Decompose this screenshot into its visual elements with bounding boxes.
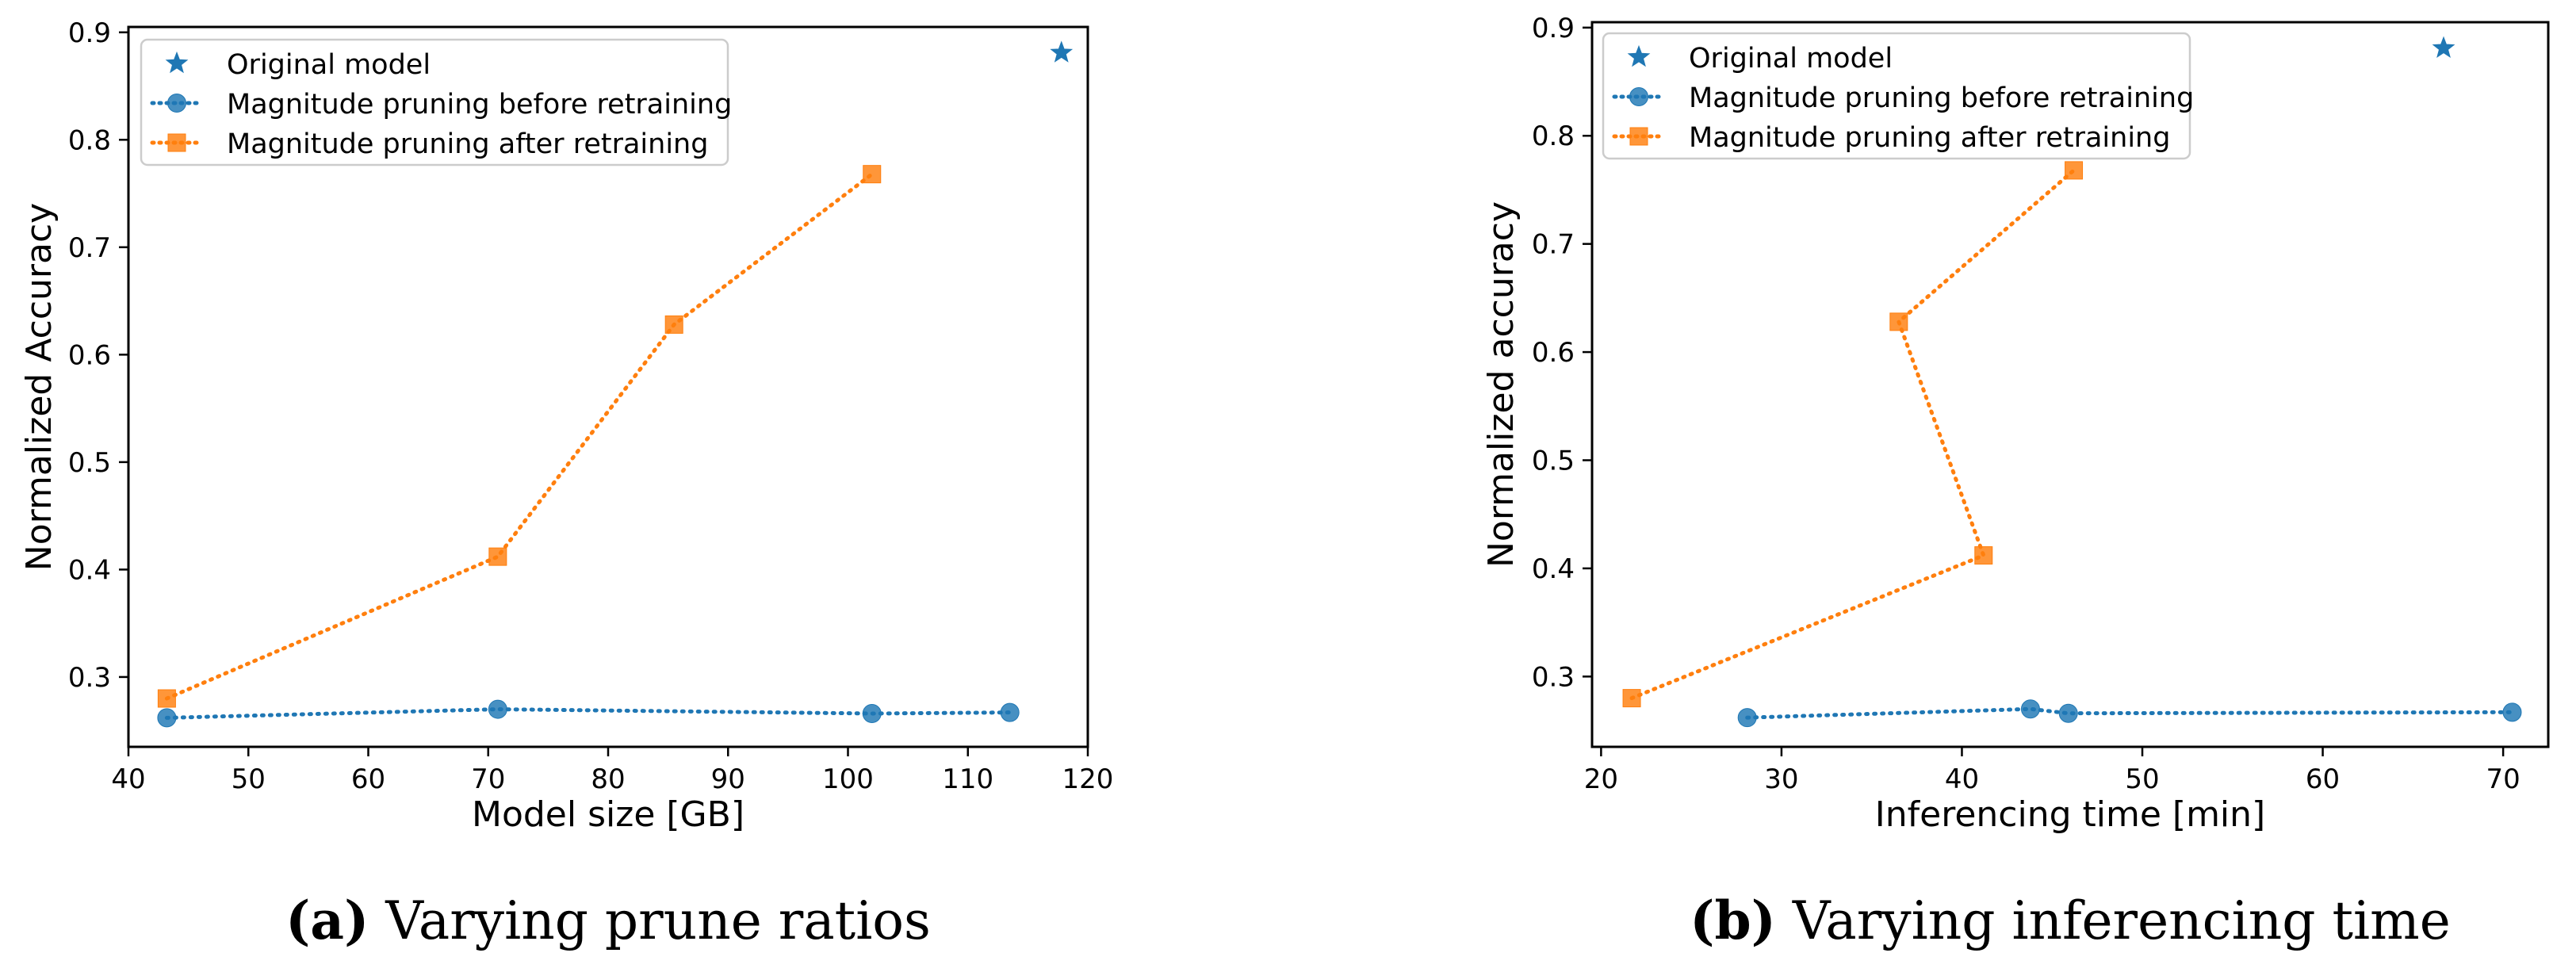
data-point: [1622, 689, 1641, 708]
x-tick-label: 30: [1764, 763, 1798, 795]
legend-entry-before-a: Magnitude pruning before retraining: [227, 89, 732, 121]
data-point: [157, 708, 177, 728]
data-point: [488, 547, 507, 566]
x-tick-label: 60: [351, 763, 385, 795]
y-tick-label: 0.3: [1532, 661, 1575, 693]
data-point: [1737, 708, 1757, 728]
series-line: [164, 707, 1012, 720]
data-point: [488, 699, 507, 719]
data-point: [664, 315, 683, 334]
legend-b: Original model Magnitude pruning before …: [1602, 32, 2194, 160]
y-ticks-b: 0.3 0.4 0.5 0.6 0.7 0.8 0.9: [1532, 13, 1592, 693]
y-tick-label: 0.8: [1532, 121, 1575, 152]
data-point: [2020, 699, 2040, 719]
plot-area-a: [157, 40, 1074, 728]
caption-text-a: Varying prune ratios: [369, 890, 931, 951]
legend-star-marker-icon-a: [165, 51, 189, 74]
y-tick-label: 0.6: [1532, 337, 1575, 369]
caption-letter-b: (b): [1690, 890, 1776, 951]
series-original: [2432, 36, 2455, 58]
series-before-retraining: [1737, 699, 2522, 728]
y-tick-label: 0.5: [68, 447, 111, 479]
data-point: [1050, 40, 1074, 63]
x-tick-label: 100: [822, 763, 874, 795]
legend-entry-before-b: Magnitude pruning before retraining: [1689, 82, 2194, 114]
legend-star-marker-icon-b: [1627, 44, 1651, 67]
y-axis-label-b: Normalized accuracy: [1481, 201, 1521, 568]
y-ticks-a: 0.3 0.4 0.5 0.6 0.7 0.8 0.9: [68, 17, 128, 694]
legend-box-a: [140, 38, 729, 166]
legend-circle-marker-icon-a: [167, 94, 186, 113]
legend-circle-marker-icon-b: [1629, 87, 1648, 106]
x-tick-label: 110: [942, 763, 993, 795]
data-point: [2065, 161, 2084, 180]
caption-a: (a) Varying prune ratios: [285, 890, 931, 951]
x-tick-label: 120: [1062, 763, 1114, 795]
x-ticks-a: 40 50 60 70 80 90 100 110 120: [111, 747, 1113, 795]
plot-area-b: [1622, 36, 2522, 728]
x-tick-label: 60: [2306, 763, 2340, 795]
caption-letter-a: (a): [285, 890, 369, 951]
series-line: [1629, 168, 2076, 701]
series-original: [1050, 40, 1074, 63]
series-line: [1745, 706, 2514, 720]
legend-square-marker-icon-b: [1629, 127, 1648, 146]
legend-entry-after-a: Magnitude pruning after retraining: [227, 128, 708, 160]
data-point: [1889, 312, 1908, 331]
x-tick-label: 50: [2125, 763, 2159, 795]
legend-entry-after-b: Magnitude pruning after retraining: [1689, 122, 2170, 154]
y-tick-label: 0.9: [1532, 13, 1575, 44]
legend-entry-original-b: Original model: [1689, 43, 1893, 75]
series-after-retraining: [157, 165, 882, 708]
data-point: [2432, 36, 2455, 58]
data-point: [863, 165, 882, 184]
caption-b: (b) Varying inferencing time: [1690, 890, 2451, 951]
data-point: [862, 703, 882, 723]
x-tick-label: 20: [1584, 763, 1618, 795]
x-ticks-b: 20 30 40 50 60 70: [1584, 747, 2520, 795]
series-after-retraining: [1622, 161, 2084, 708]
x-axis-label-a: Model size [GB]: [472, 794, 744, 835]
series-before-retraining: [157, 699, 1020, 728]
caption-text-b: Varying inferencing time: [1776, 890, 2451, 951]
x-tick-label: 80: [591, 763, 625, 795]
x-tick-label: 70: [2486, 763, 2520, 795]
chart-panel-b: 20 30 40 50 60 70 0.3 0.4 0.5 0.6 0.7 0.8 0.9 Infer…: [1481, 13, 2550, 951]
x-tick-label: 90: [711, 763, 745, 795]
series-line: [164, 172, 875, 701]
plot-frame-b: [1590, 21, 2550, 748]
legend-entry-original-a: Original model: [227, 49, 431, 81]
x-tick-label: 50: [232, 763, 266, 795]
x-tick-label: 70: [471, 763, 505, 795]
y-tick-label: 0.3: [68, 662, 111, 694]
chart-panel-a: 40 50 60 70 80 90 100 110 120 0.3 0.4 0.5 0.6 0.7 0.8…: [19, 17, 1113, 951]
data-point: [2058, 703, 2078, 723]
x-tick-label: 40: [111, 763, 145, 795]
data-point: [1000, 702, 1020, 722]
y-tick-label: 0.8: [68, 124, 111, 156]
data-point: [2502, 702, 2522, 722]
legend-box-b: [1602, 32, 2191, 160]
y-tick-label: 0.9: [68, 17, 111, 49]
x-axis-label-b: Inferencing time [min]: [1875, 794, 2265, 835]
data-point: [1974, 546, 1993, 565]
x-tick-label: 40: [1945, 763, 1979, 795]
y-tick-label: 0.7: [1532, 229, 1575, 261]
y-tick-label: 0.6: [68, 339, 111, 371]
legend-a: Original model Magnitude pruning before …: [140, 38, 732, 166]
y-tick-label: 0.7: [68, 232, 111, 264]
legend-square-marker-icon-a: [167, 133, 186, 152]
y-tick-label: 0.5: [1532, 445, 1575, 476]
y-axis-label-a: Normalized Accuracy: [19, 203, 59, 571]
data-point: [157, 689, 176, 708]
y-tick-label: 0.4: [68, 554, 111, 586]
y-tick-label: 0.4: [1532, 553, 1575, 585]
